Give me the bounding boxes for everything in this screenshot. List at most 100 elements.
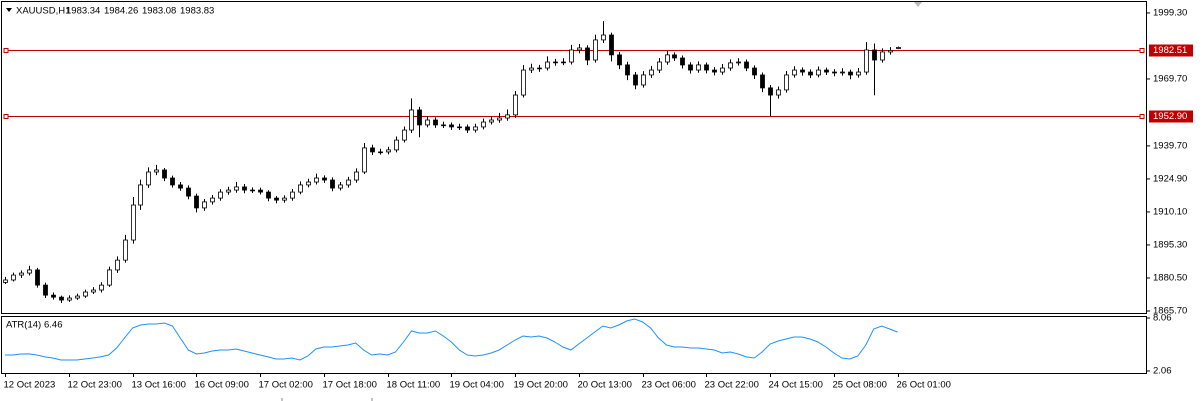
candle-body — [3, 279, 8, 283]
candle-body — [170, 177, 175, 186]
candle-body — [35, 269, 40, 286]
candle-body — [784, 74, 789, 91]
candle-body — [585, 47, 590, 61]
candle-body — [625, 64, 630, 76]
candle-body — [338, 184, 343, 189]
candle-body — [306, 181, 311, 186]
candle-body — [394, 139, 399, 151]
candle-body — [704, 64, 709, 71]
candle-body — [465, 126, 470, 131]
candle-body — [27, 269, 32, 274]
candle-body — [497, 117, 502, 121]
candle-body — [226, 189, 231, 193]
indicator-value: 6.46 — [44, 320, 63, 331]
y2-tick-label: 2.06 — [1153, 365, 1172, 376]
candle-body — [537, 67, 542, 70]
candle-body — [712, 69, 717, 73]
candle-body — [298, 184, 303, 193]
y-tick-label: 1999.30 — [1153, 7, 1187, 18]
candle-body — [880, 51, 885, 61]
candle-body — [553, 61, 558, 64]
candle-body — [449, 124, 454, 128]
candle-body — [91, 289, 96, 293]
candle-body — [657, 61, 662, 71]
x-tick-label: 16 Oct 09:00 — [195, 380, 249, 391]
header-low: 1983.08 — [142, 6, 176, 17]
candle-body — [728, 62, 733, 69]
candle-body — [649, 69, 654, 76]
candle-body — [457, 126, 462, 129]
candle-body — [593, 39, 598, 61]
x-tick-label: 19 Oct 04:00 — [450, 380, 504, 391]
candle-body — [529, 67, 534, 71]
candle-body — [481, 121, 486, 128]
candle-body — [115, 259, 120, 271]
candle-body — [354, 171, 359, 181]
price-label: 1982.51 — [1153, 45, 1187, 56]
price-label-box — [1149, 110, 1193, 123]
candle-body — [146, 171, 151, 186]
candle-body — [856, 71, 861, 76]
candle-body — [720, 67, 725, 73]
candle-body — [760, 74, 765, 89]
candle-body — [609, 34, 614, 56]
candle-body — [752, 67, 757, 76]
y-tick-label: 1969.70 — [1153, 73, 1187, 84]
x-tick-label: 25 Oct 08:00 — [833, 380, 887, 391]
candle-body — [186, 187, 191, 197]
candle-body — [107, 269, 112, 286]
candle-body — [896, 47, 901, 49]
candle-body — [736, 61, 741, 64]
candle-body — [386, 149, 391, 153]
y-tick-label: 1910.10 — [1153, 206, 1187, 217]
candle-body — [792, 69, 797, 76]
symbol-label: XAUUSD,H1 — [16, 6, 70, 17]
candle-body — [99, 284, 104, 291]
candle-body — [202, 201, 207, 209]
candle-body — [569, 49, 574, 63]
candle-body — [633, 74, 638, 86]
candle-body — [178, 184, 183, 189]
candle-body — [242, 186, 247, 191]
candle-body — [505, 114, 510, 119]
x-tick-label: 12 Oct 2023 — [4, 380, 56, 391]
candle-body — [314, 177, 319, 183]
candle-body — [617, 54, 622, 66]
x-tick-label: 24 Oct 15:00 — [769, 380, 823, 391]
x-tick-label: 23 Oct 06:00 — [642, 380, 696, 391]
candle-body — [441, 124, 446, 127]
candle-body — [473, 126, 478, 131]
candle-body — [258, 189, 263, 193]
candle-body — [11, 274, 16, 281]
candle-body — [194, 195, 199, 209]
x-tick-label: 19 Oct 20:00 — [514, 380, 568, 391]
candle-body — [274, 197, 279, 201]
y-tick-label: 1924.90 — [1153, 173, 1187, 184]
candle-body — [346, 179, 351, 186]
candle-body — [131, 204, 136, 241]
candle-body — [680, 57, 685, 66]
candle-body — [513, 94, 518, 116]
y-tick-label: 1939.70 — [1153, 140, 1187, 151]
candle-body — [266, 191, 271, 199]
candle-body — [641, 74, 646, 86]
candle-body — [768, 87, 773, 96]
y2-tick-label: 8.06 — [1153, 313, 1172, 324]
candle-body — [43, 284, 48, 296]
candle-body — [776, 89, 781, 96]
line-handle — [3, 48, 9, 53]
header-high: 1984.26 — [104, 6, 138, 17]
header-triangle — [6, 8, 12, 12]
candle-body — [888, 50, 893, 53]
candle-body — [425, 119, 430, 126]
candle-body — [67, 297, 72, 301]
indicator-line — [5, 318, 898, 361]
candle-body — [696, 64, 701, 71]
candle-body — [521, 69, 526, 96]
candle-body — [210, 197, 215, 203]
candle-body — [370, 147, 375, 153]
indicator-name: ATR(14) — [6, 320, 41, 331]
candle-body — [290, 191, 295, 199]
x-tick-label: 23 Oct 22:00 — [705, 380, 759, 391]
